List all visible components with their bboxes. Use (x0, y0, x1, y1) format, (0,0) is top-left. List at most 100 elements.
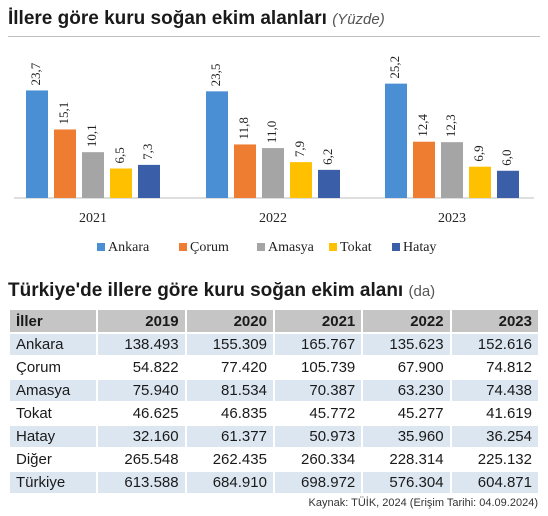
data-label-amasya-2022: 11,0 (264, 121, 279, 143)
table-row: Hatay 32.160 61.377 50.973 35.960 36.254 (10, 426, 538, 447)
legend-label-ankara: Ankara (108, 240, 150, 255)
data-label-ankara-2021: 23,7 (28, 62, 43, 85)
table-cell: 35.960 (363, 426, 450, 447)
table-header-row: İller 2019 2020 2021 2022 2023 (10, 310, 538, 332)
header-cell-2021: 2021 (274, 310, 362, 332)
table-cell: 228.314 (363, 449, 450, 470)
bar-hatay-2022 (318, 169, 340, 198)
table-cell: 684.910 (186, 472, 273, 493)
bar-tokat-2023 (469, 166, 491, 198)
table-cell: 74.438 (451, 380, 538, 401)
table-title-text: Türkiye'de illere göre kuru soğan ekim a… (8, 280, 404, 301)
table-cell: 45.772 (274, 403, 362, 424)
table-cell: 155.309 (186, 334, 273, 355)
legend-swatch-hatay (392, 243, 400, 251)
legend-swatch-amasya (257, 243, 265, 251)
header-cell-2019: 2019 (98, 310, 185, 332)
table-row: Türkiye 613.588 684.910 698.972 576.304 604.8… (10, 472, 538, 493)
table-cell: 604.871 (451, 472, 538, 493)
table-row: Amasya 75.940 81.534 70.387 63.230 74.438 (10, 380, 538, 401)
table-cell: 75.940 (98, 380, 185, 401)
bar-tokat-2021 (110, 168, 132, 198)
table-cell: 50.973 (274, 426, 362, 447)
bar-amasya-2022 (262, 148, 284, 198)
table-title: Türkiye'de illere göre kuru soğan ekim a… (8, 280, 435, 302)
chart-title: İllere göre kuru soğan ekim alanları (Yü… (8, 8, 385, 30)
bar-çorum-2022 (234, 144, 256, 198)
data-label-tokat-2023: 6,9 (471, 145, 486, 161)
table-cell: 70.387 (274, 380, 362, 401)
row-label: Diğer (10, 449, 97, 470)
legend-label-hatay: Hatay (403, 240, 436, 255)
row-label: Amasya (10, 380, 97, 401)
table-cell: 77.420 (186, 357, 273, 378)
table-row: Tokat 46.625 46.835 45.772 45.277 41.619 (10, 403, 538, 424)
data-label-amasya-2023: 12,3 (443, 114, 458, 137)
bar-tokat-2022 (290, 162, 312, 198)
table-cell: 32.160 (98, 426, 185, 447)
data-label-hatay-2021: 7,3 (140, 144, 155, 160)
table-cell: 576.304 (363, 472, 450, 493)
table-cell: 41.619 (451, 403, 538, 424)
bar-hatay-2023 (497, 170, 519, 198)
x-tick-label-2021: 2021 (79, 211, 107, 226)
legend-swatch-çorum (179, 243, 187, 251)
table-cell: 165.767 (274, 334, 362, 355)
header-cell-2023: 2023 (451, 310, 538, 332)
data-label-ankara-2023: 25,2 (387, 56, 402, 79)
table-cell: 262.435 (186, 449, 273, 470)
table-cell: 36.254 (451, 426, 538, 447)
table-cell: 135.623 (363, 334, 450, 355)
row-label: Çorum (10, 357, 97, 378)
source-note: Kaynak: TÜİK, 2024 (Erişim Tarihi: 04.09… (308, 497, 539, 509)
table-cell: 74.812 (451, 357, 538, 378)
data-table: İller 2019 2020 2021 2022 2023 Ankara 138.493 1… (8, 308, 540, 495)
table-cell: 138.493 (98, 334, 185, 355)
row-label: Ankara (10, 334, 97, 355)
table-cell: 613.588 (98, 472, 185, 493)
bar-ankara-2022 (206, 91, 228, 198)
data-label-hatay-2022: 6,2 (320, 149, 335, 165)
header-cell-iller: İller (10, 310, 97, 332)
data-label-hatay-2023: 6,0 (499, 150, 514, 166)
table-cell: 63.230 (363, 380, 450, 401)
data-label-ankara-2022: 23,5 (208, 64, 223, 87)
table-cell: 152.616 (451, 334, 538, 355)
table-cell: 61.377 (186, 426, 273, 447)
chart-unit: (Yüzde) (332, 11, 385, 28)
table-cell: 225.132 (451, 449, 538, 470)
x-tick-label-2022: 2022 (259, 211, 287, 226)
table-unit: (da) (408, 283, 436, 300)
table-row: Diğer 265.548 262.435 260.334 228.314 225.132 (10, 449, 538, 470)
bar-hatay-2021 (138, 164, 160, 198)
table-cell: 698.972 (274, 472, 362, 493)
data-label-tokat-2021: 6,5 (112, 147, 127, 163)
table-cell: 105.739 (274, 357, 362, 378)
bar-çorum-2021 (54, 129, 76, 198)
table-row: Ankara 138.493 155.309 165.767 135.623 152.61… (10, 334, 538, 355)
bar-amasya-2021 (82, 152, 104, 198)
table-cell: 46.625 (98, 403, 185, 424)
table-cell: 260.334 (274, 449, 362, 470)
table-cell: 46.835 (186, 403, 273, 424)
table-body: Ankara 138.493 155.309 165.767 135.623 152.61… (10, 334, 538, 493)
bar-amasya-2023 (441, 142, 463, 198)
table-cell: 265.548 (98, 449, 185, 470)
header-cell-2020: 2020 (186, 310, 273, 332)
data-label-çorum-2021: 15,1 (56, 102, 71, 125)
table-cell: 81.534 (186, 380, 273, 401)
legend-label-tokat: Tokat (340, 240, 372, 255)
row-label: Hatay (10, 426, 97, 447)
table-row: Çorum 54.822 77.420 105.739 67.900 74.812 (10, 357, 538, 378)
header-cell-2022: 2022 (363, 310, 450, 332)
table-cell: 45.277 (363, 403, 450, 424)
bar-çorum-2023 (413, 141, 435, 198)
row-label: Tokat (10, 403, 97, 424)
x-tick-label-2023: 2023 (438, 211, 466, 226)
bar-chart: 23,7 15,1 10,1 6,5 7,3 2021 23,5 11,8 11,0 7,9 6,2… (14, 56, 534, 255)
title-divider (8, 36, 540, 37)
legend-swatch-tokat (329, 243, 337, 251)
table-cell: 54.822 (98, 357, 185, 378)
data-label-amasya-2021: 10,1 (84, 124, 99, 147)
legend-label-çorum: Çorum (190, 240, 229, 255)
